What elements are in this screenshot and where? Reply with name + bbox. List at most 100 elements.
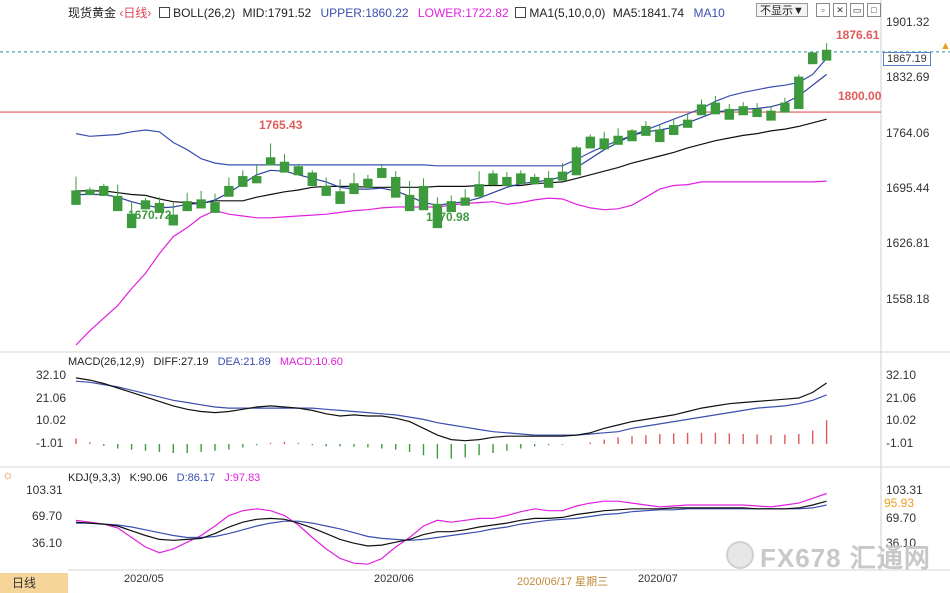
- kdj-d-line: [76, 504, 827, 541]
- candle-body: [432, 203, 443, 229]
- price-tick-3: 1764.06: [886, 126, 930, 140]
- close-box-icon[interactable]: ✕: [833, 3, 847, 17]
- ma10-value: MA10: [693, 6, 725, 20]
- candle-body: [182, 201, 192, 212]
- symbol-name: 现货黄金: [68, 6, 117, 20]
- x-tick-june: 2020/06: [374, 573, 414, 585]
- period-button[interactable]: 日线: [0, 573, 68, 593]
- candle-body: [377, 168, 387, 178]
- candle-body: [474, 184, 484, 197]
- candle-body: [196, 199, 206, 209]
- candle-body: [557, 171, 568, 181]
- candle-body: [821, 49, 832, 61]
- candle-body: [585, 136, 595, 149]
- candle-body: [446, 201, 457, 213]
- display-dropdown[interactable]: 不显示▼: [756, 3, 808, 17]
- price-tick-5: 1626.81: [886, 236, 930, 250]
- kdj-current-tag: 95.93: [884, 496, 915, 510]
- kdj-name: KDJ(9,3,3): [68, 472, 121, 484]
- candle-body: [335, 191, 345, 204]
- candle-body: [293, 166, 304, 176]
- kdj-left-tick-2: 69.70: [32, 509, 63, 523]
- alert-arrow-icon[interactable]: ▲: [940, 40, 950, 52]
- high-label-latest: 1876.61: [836, 28, 880, 42]
- macd-dea: DEA:21.89: [217, 356, 271, 368]
- candle-body: [780, 102, 790, 113]
- price-panel: [0, 43, 950, 346]
- kdj-j: J:97.83: [224, 472, 261, 484]
- fx678-logo-icon: [726, 541, 754, 569]
- kdj-header: KDJ(9,3,3) K:90.06 D:86.17 J:97.83: [68, 472, 266, 484]
- candle-body: [669, 125, 679, 135]
- x-tick-may: 2020/05: [124, 573, 164, 585]
- candle-body: [238, 176, 248, 187]
- kdj-j-line: [75, 492, 827, 565]
- candle-body: [404, 194, 415, 212]
- candle-body: [140, 200, 151, 210]
- candle-body: [738, 106, 748, 116]
- period-label[interactable]: 日线: [123, 6, 148, 20]
- kdj-k: K:90.06: [129, 472, 168, 484]
- macd-tick-3: 10.02: [886, 413, 917, 427]
- candle-body: [543, 177, 554, 188]
- candle-body: [71, 190, 81, 205]
- candle-body: [599, 138, 609, 150]
- macd-tick-1: 32.10: [886, 368, 917, 382]
- candle-body: [571, 147, 582, 176]
- candle-body: [252, 176, 262, 184]
- candle-body: [418, 185, 429, 211]
- candle-body: [530, 176, 540, 185]
- candle-body: [210, 202, 220, 213]
- candle-body: [307, 172, 318, 187]
- macd-tick-4: -1.01: [886, 436, 914, 450]
- boll-mid-line: [76, 118, 827, 205]
- candle-body: [349, 183, 359, 195]
- candle-body: [655, 129, 665, 143]
- candle-body: [488, 173, 498, 186]
- macd-diff: DIFF:27.19: [153, 356, 209, 368]
- boll-name: BOLL(26,2): [173, 6, 236, 20]
- candle-body: [321, 185, 331, 196]
- candle-body: [85, 189, 95, 195]
- candle-body: [641, 125, 651, 136]
- candle-body: [766, 110, 776, 121]
- price-tick-6: 1558.18: [886, 292, 930, 306]
- low-label-june: 1670.98: [426, 210, 470, 224]
- macd-dea-line: [75, 380, 827, 436]
- candle-body: [752, 108, 762, 118]
- macd-diff-line: [75, 377, 827, 442]
- maximize-icon[interactable]: □: [867, 3, 881, 17]
- candle-body: [99, 185, 109, 196]
- candle-body: [279, 161, 290, 173]
- kdj-k-line: [75, 500, 827, 547]
- candle-body: [265, 157, 276, 166]
- restore-icon[interactable]: ▭: [850, 3, 864, 17]
- candle-body: [627, 130, 637, 142]
- macd-name: MACD(26,12,9): [68, 356, 145, 368]
- candle-body: [808, 52, 818, 65]
- kdj-d: D:86.17: [176, 472, 216, 484]
- checkbox-icon[interactable]: ▫: [816, 3, 830, 17]
- price-tick-1: 1901.32: [886, 15, 930, 29]
- candle-body: [363, 178, 373, 188]
- kdj-tick-3: 36.10: [886, 536, 917, 550]
- candle-body: [460, 197, 470, 206]
- candle-body: [224, 185, 234, 197]
- macd-left-tick-1: 32.10: [36, 368, 67, 382]
- boll-lower: LOWER:1722.82: [417, 6, 509, 20]
- settings-gear-icon[interactable]: ☼: [2, 467, 14, 482]
- macd-tick-2: 21.06: [886, 391, 917, 405]
- ma5-value: MA5:1841.74: [612, 6, 685, 20]
- candle-body: [126, 213, 137, 229]
- ma-indicator-icon[interactable]: [514, 7, 526, 18]
- level-1800-label: 1800.00: [838, 89, 882, 103]
- price-tick-4: 1695.44: [886, 181, 930, 195]
- candle-body: [154, 202, 165, 213]
- watermark-text: FX678 汇通网: [760, 543, 931, 573]
- candle-body: [502, 176, 512, 187]
- kdj-tick-1: 103.31: [886, 483, 923, 497]
- boll-mid: MID:1791.52: [242, 6, 312, 20]
- ma-name: MA1(5,10,0,0): [529, 6, 606, 20]
- boll-indicator-icon[interactable]: [158, 7, 170, 18]
